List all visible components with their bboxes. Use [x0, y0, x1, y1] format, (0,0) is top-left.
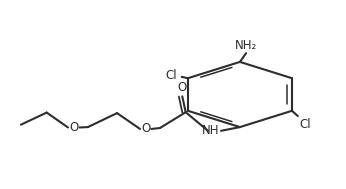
Text: NH: NH — [202, 124, 219, 137]
Text: Cl: Cl — [165, 69, 176, 82]
Text: NH₂: NH₂ — [235, 39, 257, 52]
Text: O: O — [70, 121, 79, 134]
Text: O: O — [177, 81, 187, 94]
Text: O: O — [142, 122, 151, 136]
Text: Cl: Cl — [300, 118, 311, 131]
